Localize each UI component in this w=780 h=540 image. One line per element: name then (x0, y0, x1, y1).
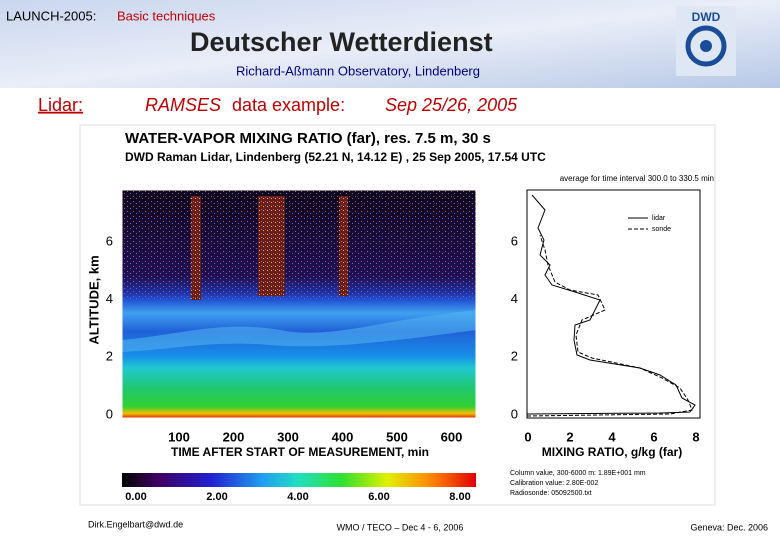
org: Deutscher Wetterdienst (190, 27, 493, 57)
profile-y-tick-label: 6 (511, 233, 518, 248)
logo-swirl (685, 25, 727, 67)
average-note: average for time interval 300.0 to 330.5… (560, 174, 714, 183)
profile-lidar (526, 194, 696, 415)
heatmap-layer (122, 310, 476, 352)
colorbar-tick-label: 8.00 (449, 491, 470, 503)
title-rest: data example: (232, 95, 345, 115)
profile-y-tick-label: 2 (511, 349, 518, 364)
x-tick-label: 400 (332, 429, 354, 444)
colorbar-tick-label: 6.00 (368, 491, 389, 503)
heatmap-border (121, 189, 477, 419)
profile-x-label: MIXING RATIO, g/kg (far) (542, 445, 682, 459)
title-date: Sep 25/26, 2005 (385, 95, 518, 115)
y-tick-label: 0 (106, 406, 113, 421)
figure-note: Column value, 300-6000 m: 1.89E+001 mm (510, 470, 646, 477)
x-tick-label: 600 (441, 429, 463, 444)
heatmap-column (339, 196, 348, 296)
x-tick-label: 200 (223, 429, 245, 444)
topic: Basic techniques (117, 8, 216, 23)
figure-note: Calibration value: 2.80E-002 (510, 480, 598, 487)
observatory: Richard-Aßmann Observatory, Lindenberg (236, 63, 480, 78)
slide-label: Lidar: (38, 95, 83, 115)
profile-x-tick-label: 6 (650, 429, 657, 444)
figure-subtitle: DWD Raman Lidar, Lindenberg (52.21 N, 14… (125, 150, 546, 164)
profile-frame (526, 189, 701, 419)
colorbar-tick-label: 2.00 (206, 491, 227, 503)
legend-label: lidar (652, 215, 666, 222)
heatmap-column (191, 196, 201, 300)
y-axis-label: ALTITUDE, km (86, 255, 101, 344)
y-tick-label: 2 (106, 349, 113, 364)
workshop: LAUNCH-2005: (6, 8, 96, 23)
profile-x-tick-label: 2 (566, 429, 573, 444)
title-italic: RAMSES (145, 95, 221, 115)
heatmap-noise (122, 190, 476, 300)
header-band (0, 0, 780, 88)
logo: DWD (692, 10, 721, 24)
profile-y-tick-label: 4 (511, 291, 518, 306)
colorbar-tick-label: 4.00 (287, 491, 308, 503)
x-tick-label: 100 (168, 429, 190, 444)
x-tick-label: 500 (386, 429, 408, 444)
figure-title: WATER-VAPOR MIXING RATIO (far), res. 7.5… (125, 130, 491, 147)
heatmap-column (258, 196, 285, 296)
profile-sonde (526, 234, 693, 417)
x-axis-label: TIME AFTER START OF MEASUREMENT, min (171, 445, 429, 459)
figure-note: Radiosonde: 05092500.txt (510, 490, 592, 497)
profile-x-tick-label: 4 (608, 429, 616, 444)
colorbar-tick-label: 0.00 (125, 491, 146, 503)
y-tick-label: 4 (106, 291, 113, 306)
y-tick-label: 6 (106, 233, 113, 248)
footer-email: Dirk.Engelbart@dwd.de (88, 519, 183, 529)
legend-label: sonde (652, 226, 671, 233)
logo-core (700, 40, 712, 52)
colorbar (122, 473, 476, 487)
profile-x-tick-label: 8 (692, 429, 699, 444)
x-tick-label: 300 (277, 429, 299, 444)
footer-venue: Geneva: Dec. 2006 (690, 522, 768, 532)
footer-event: WMO / TECO – Dec 4 - 6, 2006 (337, 522, 464, 532)
profile-y-tick-label: 0 (511, 406, 518, 421)
profile-x-tick-label: 0 (524, 429, 531, 444)
